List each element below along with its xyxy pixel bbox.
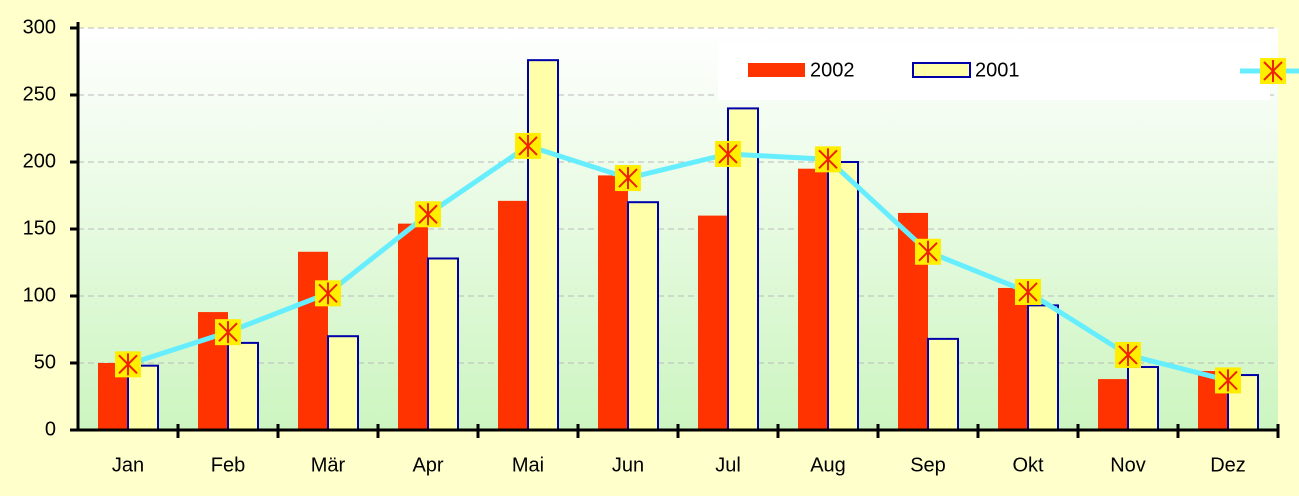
bar: [1098, 379, 1128, 430]
legend-marker-part: [1263, 60, 1283, 82]
marker-part: [418, 203, 438, 226]
legend-swatch: [912, 62, 971, 78]
bar: [498, 200, 528, 430]
x-tick-label: Apr: [412, 454, 443, 476]
bar: [398, 223, 428, 430]
x-tick-label: Jun: [612, 454, 644, 476]
bar: [927, 337, 959, 432]
bar: [998, 287, 1028, 430]
marker: [415, 201, 441, 228]
marker: [1215, 367, 1241, 394]
legend-marker: [1260, 58, 1286, 84]
legend-label: 2002: [810, 59, 855, 81]
marker: [115, 351, 141, 378]
marker-part: [118, 353, 138, 376]
y-tick-label: 150: [23, 217, 56, 239]
marker-part: [818, 148, 838, 171]
legend-swatch: [748, 63, 805, 77]
marker: [715, 140, 741, 167]
y-tick-label: 200: [23, 150, 56, 172]
marker-part: [218, 321, 238, 344]
bar: [298, 251, 328, 430]
x-tick-label: Mär: [311, 454, 346, 476]
x-tick-label: Jan: [112, 454, 144, 476]
bar: [1027, 304, 1059, 432]
marker-part: [518, 134, 538, 157]
x-tick-label: Sep: [910, 454, 946, 476]
x-tick-label: Jul: [715, 454, 741, 476]
bar: [798, 168, 828, 430]
y-tick-label: 250: [23, 83, 56, 105]
legend-label: 2001: [975, 59, 1020, 81]
bar: [598, 175, 628, 430]
bar: [327, 335, 359, 432]
marker: [915, 238, 941, 265]
marker: [615, 165, 641, 192]
marker-part: [618, 167, 638, 190]
marker: [1015, 278, 1041, 305]
x-tick-label: Okt: [1012, 454, 1044, 476]
marker-part: [1218, 369, 1238, 392]
marker: [815, 146, 841, 173]
line: [127, 143, 1229, 383]
x-tick-label: Mai: [512, 454, 544, 476]
x-tick-label: Aug: [810, 454, 846, 476]
y-tick-label: 100: [23, 284, 56, 306]
y-tick-label: 0: [45, 418, 56, 440]
x-tick-label: Feb: [211, 454, 245, 476]
marker: [215, 319, 241, 346]
x-tick-label: Nov: [1110, 454, 1146, 476]
bar: [527, 59, 559, 431]
bar: [227, 341, 259, 431]
bar: [627, 201, 659, 431]
marker: [1115, 341, 1141, 368]
bar: [1127, 366, 1159, 431]
x-tick-label: Dez: [1210, 454, 1246, 476]
marker-part: [1018, 280, 1038, 303]
marker-part: [1118, 343, 1138, 366]
marker-part: [718, 142, 738, 165]
bar: [698, 215, 728, 430]
y-tick-label: 50: [34, 351, 56, 373]
legend-box: [718, 42, 1270, 100]
marker: [515, 132, 541, 159]
marker-part: [318, 282, 338, 305]
marker: [315, 280, 341, 307]
bar: [827, 161, 859, 431]
y-tick-label: 300: [23, 16, 56, 38]
marker-part: [918, 240, 938, 263]
bar: [427, 257, 459, 432]
